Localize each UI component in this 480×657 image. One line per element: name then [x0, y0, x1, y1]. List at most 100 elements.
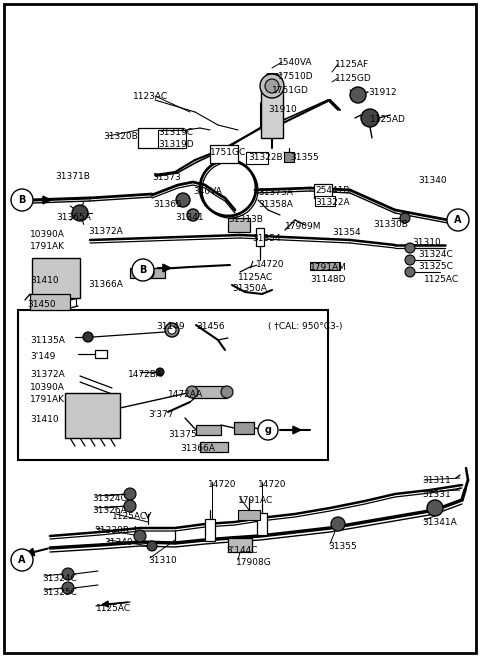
- Text: 31324C: 31324C: [418, 250, 453, 259]
- Text: 1123AC: 1123AC: [133, 92, 168, 101]
- Text: 31331: 31331: [422, 490, 451, 499]
- Bar: [310, 262, 340, 270]
- Text: 31341A: 31341A: [422, 518, 457, 527]
- Circle shape: [331, 517, 345, 531]
- Circle shape: [400, 213, 410, 223]
- Text: 31330B: 31330B: [94, 526, 129, 535]
- Bar: [18, 310, 328, 460]
- Bar: [261, 88, 283, 138]
- Bar: [315, 196, 335, 206]
- Text: 1791AM: 1791AM: [310, 263, 347, 272]
- Circle shape: [11, 189, 33, 211]
- Text: 17510D: 17510D: [278, 72, 313, 81]
- Circle shape: [265, 79, 279, 93]
- Circle shape: [221, 386, 233, 398]
- Text: 31371B: 31371B: [55, 172, 90, 181]
- Text: 31372A: 31372A: [88, 227, 123, 236]
- Text: 1125AF: 1125AF: [335, 60, 369, 69]
- Text: 31310: 31310: [412, 238, 441, 247]
- Text: 1751GC: 1751GC: [210, 148, 246, 157]
- Text: 25441B: 25441B: [315, 186, 349, 195]
- Text: 31325C: 31325C: [418, 262, 453, 271]
- Text: B: B: [18, 195, 26, 205]
- Bar: [158, 130, 186, 148]
- Text: ( †CAL: 950°C3-): ( †CAL: 950°C3-): [268, 322, 343, 331]
- Circle shape: [147, 541, 157, 551]
- Text: 10390A: 10390A: [30, 383, 65, 392]
- Circle shape: [168, 326, 176, 334]
- Bar: [210, 145, 238, 163]
- Text: 31322B: 31322B: [248, 153, 283, 162]
- Text: 31320B: 31320B: [103, 132, 138, 141]
- Text: 1125AC: 1125AC: [238, 273, 273, 282]
- Text: g: g: [264, 425, 272, 435]
- Circle shape: [11, 549, 33, 571]
- Text: 31373A: 31373A: [258, 188, 293, 197]
- Bar: [284, 152, 294, 162]
- Bar: [234, 422, 254, 434]
- Text: 31410: 31410: [30, 415, 59, 424]
- Text: 31311: 31311: [422, 476, 451, 485]
- Text: 31319C: 31319C: [158, 128, 193, 137]
- Text: 31358A: 31358A: [258, 200, 293, 209]
- Text: 31341: 31341: [175, 213, 204, 222]
- Text: 31450: 31450: [27, 300, 56, 309]
- Bar: [205, 519, 215, 541]
- Text: A: A: [18, 555, 26, 565]
- Bar: [228, 218, 250, 232]
- Text: 31910: 31910: [268, 105, 297, 114]
- Text: 14720: 14720: [208, 480, 237, 489]
- Bar: [246, 152, 268, 164]
- Bar: [196, 425, 221, 435]
- Text: 17909M: 17909M: [285, 222, 322, 231]
- Text: 1125AC: 1125AC: [96, 604, 131, 613]
- Bar: [130, 268, 165, 278]
- Text: 31319D: 31319D: [158, 140, 193, 149]
- Circle shape: [83, 332, 93, 342]
- Text: 3'149: 3'149: [30, 352, 55, 361]
- Circle shape: [258, 420, 278, 440]
- Bar: [200, 442, 228, 452]
- Bar: [138, 128, 183, 148]
- Text: 31324C: 31324C: [42, 574, 77, 583]
- Text: 1472BA: 1472BA: [128, 370, 163, 379]
- Bar: [238, 510, 260, 520]
- Text: 31330B: 31330B: [373, 220, 408, 229]
- Text: 31456: 31456: [196, 322, 225, 331]
- Circle shape: [156, 368, 164, 376]
- Circle shape: [405, 255, 415, 265]
- Circle shape: [447, 209, 469, 231]
- Text: 31326A: 31326A: [92, 506, 127, 515]
- Text: 31354: 31354: [252, 234, 281, 243]
- Text: 31324C: 31324C: [92, 494, 127, 503]
- Text: 1125AC: 1125AC: [112, 512, 147, 521]
- Circle shape: [62, 568, 74, 580]
- Text: 31355: 31355: [290, 153, 319, 162]
- Text: A: A: [454, 215, 462, 225]
- Text: 3'144C: 3'144C: [226, 546, 257, 555]
- Text: 1125AC: 1125AC: [424, 275, 459, 284]
- Text: 1125AD: 1125AD: [370, 115, 406, 124]
- Text: 1791AC: 1791AC: [238, 496, 273, 505]
- Text: 1472AA: 1472AA: [168, 390, 203, 399]
- Circle shape: [405, 243, 415, 253]
- Bar: [192, 386, 227, 398]
- Text: 31375: 31375: [168, 430, 197, 439]
- Text: 3'377: 3'377: [148, 410, 173, 419]
- Text: 31325C: 31325C: [42, 588, 77, 597]
- Text: 31354: 31354: [332, 228, 360, 237]
- Circle shape: [260, 74, 284, 98]
- Text: 31365A: 31365A: [56, 213, 91, 222]
- Bar: [257, 513, 267, 535]
- Text: 1540VA: 1540VA: [278, 58, 312, 67]
- Circle shape: [62, 582, 74, 594]
- Circle shape: [427, 500, 443, 516]
- Text: 31340: 31340: [104, 538, 132, 547]
- Text: 31365: 31365: [153, 200, 182, 209]
- Bar: [32, 258, 80, 298]
- Circle shape: [186, 386, 198, 398]
- Text: 31322A: 31322A: [315, 198, 349, 207]
- Circle shape: [142, 267, 154, 279]
- Text: 31148D: 31148D: [310, 275, 346, 284]
- Text: 1791AK: 1791AK: [30, 395, 65, 404]
